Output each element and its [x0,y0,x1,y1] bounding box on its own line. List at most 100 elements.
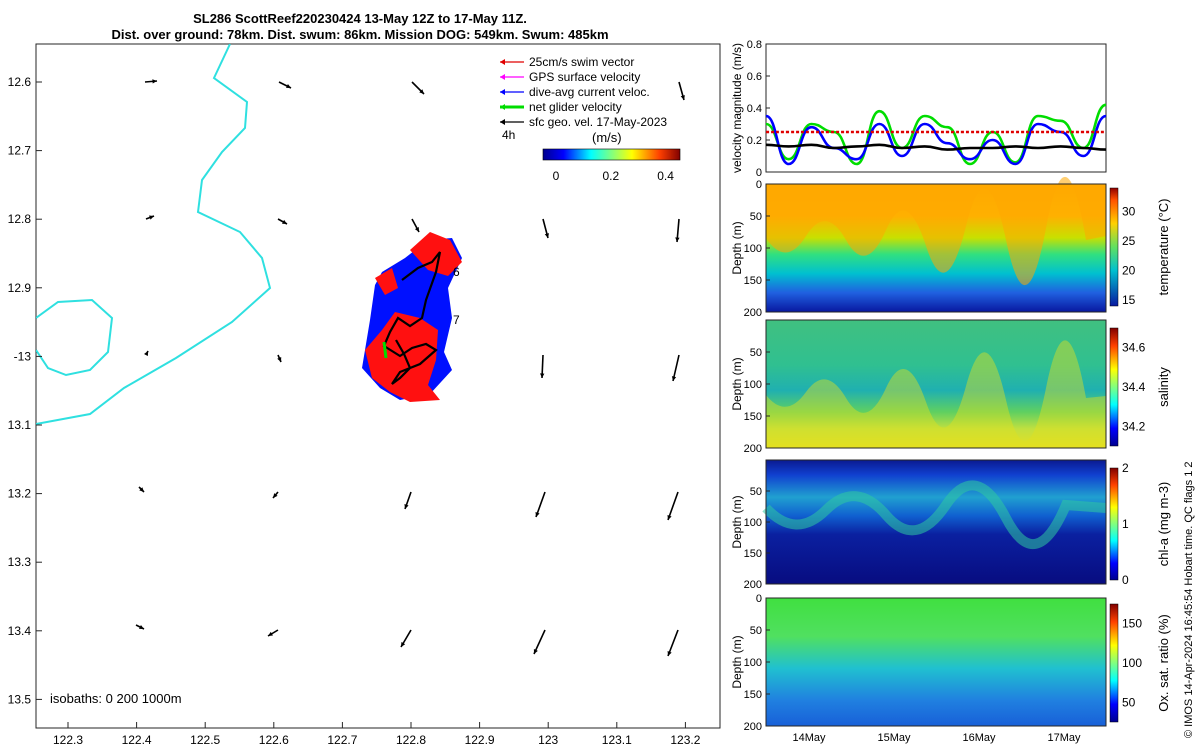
map-x-tick-label: 122.9 [465,733,495,747]
date-tick-label: 16May [962,732,996,744]
depth-axis-label: Depth (m) [730,221,744,274]
map-x-tick-label: 122.7 [327,733,357,747]
panel-colorbar-tick: 34.6 [1122,341,1146,355]
title-line1: SL286 ScottReef220230424 13-May 12Z to 1… [193,11,527,26]
panel-colorbar-tick: 30 [1122,205,1136,219]
geo-velocity-arrowhead [404,504,409,509]
geo-velocity-arrowhead [286,84,291,88]
panel-colorbar-tick: 100 [1122,656,1142,670]
legend-arrowhead [500,119,505,125]
coastline-island [36,298,114,377]
geo-velocity-arrowhead [277,357,282,362]
map-y-tick-label: 13.5 [8,692,32,706]
speed-colorbar-tick: 0.4 [657,169,674,183]
swim-vector-cloud-west [375,268,398,295]
geo-velocity-arrowhead [667,515,672,520]
geo-velocity-arrowhead [680,95,685,100]
geo-velocity-arrowhead [667,651,672,656]
map-x-tick-label: 122.5 [190,733,220,747]
title-line2: Dist. over ground: 78km. Dist. swum: 86k… [111,27,609,42]
panel-colorbar-tick: 50 [1122,695,1136,709]
legend-arrowhead [500,59,505,65]
map-x-tick-label: 123.2 [670,733,700,747]
salinity-field [766,320,1106,448]
legend-arrowhead [500,74,505,80]
geo-velocity-arrowhead [535,512,540,517]
depth-tick-label: 200 [744,443,762,455]
velocity-ylabel: velocity magnitude (m/s) [730,43,744,173]
velocity-y-tick-label: 0.2 [747,135,762,147]
geo-velocity-arrowhead [139,625,144,629]
temperature-panel [765,176,1107,313]
track-day-label: 6 [453,265,460,279]
velocity-y-tick-label: 0.6 [747,71,762,83]
depth-tick-label: 200 [744,721,762,733]
panel-colorbar-tick: 34.4 [1122,380,1146,394]
map-frame [35,43,721,729]
velocity-y-ticks: 0 0.2 0.4 0.6 0.8 [747,39,770,179]
legend-label: net glider velocity [529,100,622,114]
geo-velocity-arrowhead [414,227,419,232]
legend-label: GPS surface velocity [529,70,640,84]
date-axis: 14May 15May 16May 17May [792,732,1081,744]
copyright-note: © IMOS 14-Apr-2024 16:45:54 Hobart time.… [1183,461,1195,738]
depth-axis-label: Depth (m) [730,357,744,410]
speed-colorbar-tick: 0 [553,169,560,183]
map-y-tick-label: 13.3 [8,555,32,569]
geo-velocity-arrowhead [282,219,287,224]
geo-velocity-arrowhead [144,351,148,356]
geo-velocity-arrow [667,629,679,657]
speed-colorbar [542,148,681,161]
depth-tick-label: 150 [744,275,762,287]
legend-label: dive-avg current veloc. [529,85,650,99]
panel-colorbar-label: temperature (°C) [1156,199,1171,296]
glider-track-cluster: 6 7 [362,232,462,402]
geo-velocity-arrowhead [401,642,406,647]
panel-colorbar-tick: 0 [1122,573,1129,587]
geo-velocity-arrow [667,491,679,521]
map-panel: 122.3 122.4 122.5 122.6 122.7 122.8 122.9 123 12… [8,43,721,747]
velocity-frame [765,43,1107,173]
geo-velocity-arrowhead [533,649,538,654]
panel-colorbar-tick: 15 [1122,293,1136,307]
geo-velocity-arrowhead [139,487,144,492]
isobaths-label: isobaths: 0 200 1000m [50,691,182,706]
coastline-main [36,44,272,425]
oxygen-panel [765,597,1107,727]
velocity-y-tick-label: 0.4 [747,103,762,115]
map-y-tick-label: -13 [14,349,32,363]
depth-tick-label: 50 [750,211,762,223]
panel-colorbar-label: Ox. sat. ratio (%) [1156,614,1171,712]
swim-vector-cloud-north [410,232,462,276]
salinity-panel [765,319,1107,449]
geo-velocity-arrowhead [149,215,154,220]
panel-colorbar [1109,327,1119,447]
panel-colorbar-label: salinity [1156,367,1171,407]
velocity-panel: 0 0.2 0.4 0.6 0.8 velocity magnitude (m/s) [730,39,1107,179]
date-tick-label: 15May [877,732,911,744]
map-y-tick-label: 12.8 [8,212,32,226]
map-x-tick-label: 123.1 [602,733,632,747]
map-y-tick-label: 12.9 [8,281,32,295]
depth-tick-label: 100 [744,379,762,391]
glider-track [382,251,442,385]
panel-colorbar-tick: 25 [1122,234,1136,248]
speed-colorbar-ticks: 0 0.2 0.4 [553,169,675,183]
map-x-tick-label: 122.6 [259,733,289,747]
depth-tick-label: 150 [744,411,762,423]
salinity-deep-layer [766,340,1106,448]
panel-colorbar-label: chl-a (mg m-3) [1156,482,1171,567]
velocity-series-line [765,143,1107,151]
net-glider-velocity-marker [382,341,388,359]
panel-colorbar-tick: 1 [1122,517,1129,531]
panel-colorbar-tick: 20 [1122,264,1136,278]
depth-tick-label: 150 [744,689,762,701]
map-y-tick-label: 12.6 [8,75,32,89]
speed-colorbar-tick: 0.2 [602,169,619,183]
temperature-mixed-layer [766,176,1106,286]
legend-label: 25cm/s swim vector [529,55,634,69]
time-scale-label: 4h [502,128,515,142]
geo-velocity-arrowhead [152,79,157,84]
